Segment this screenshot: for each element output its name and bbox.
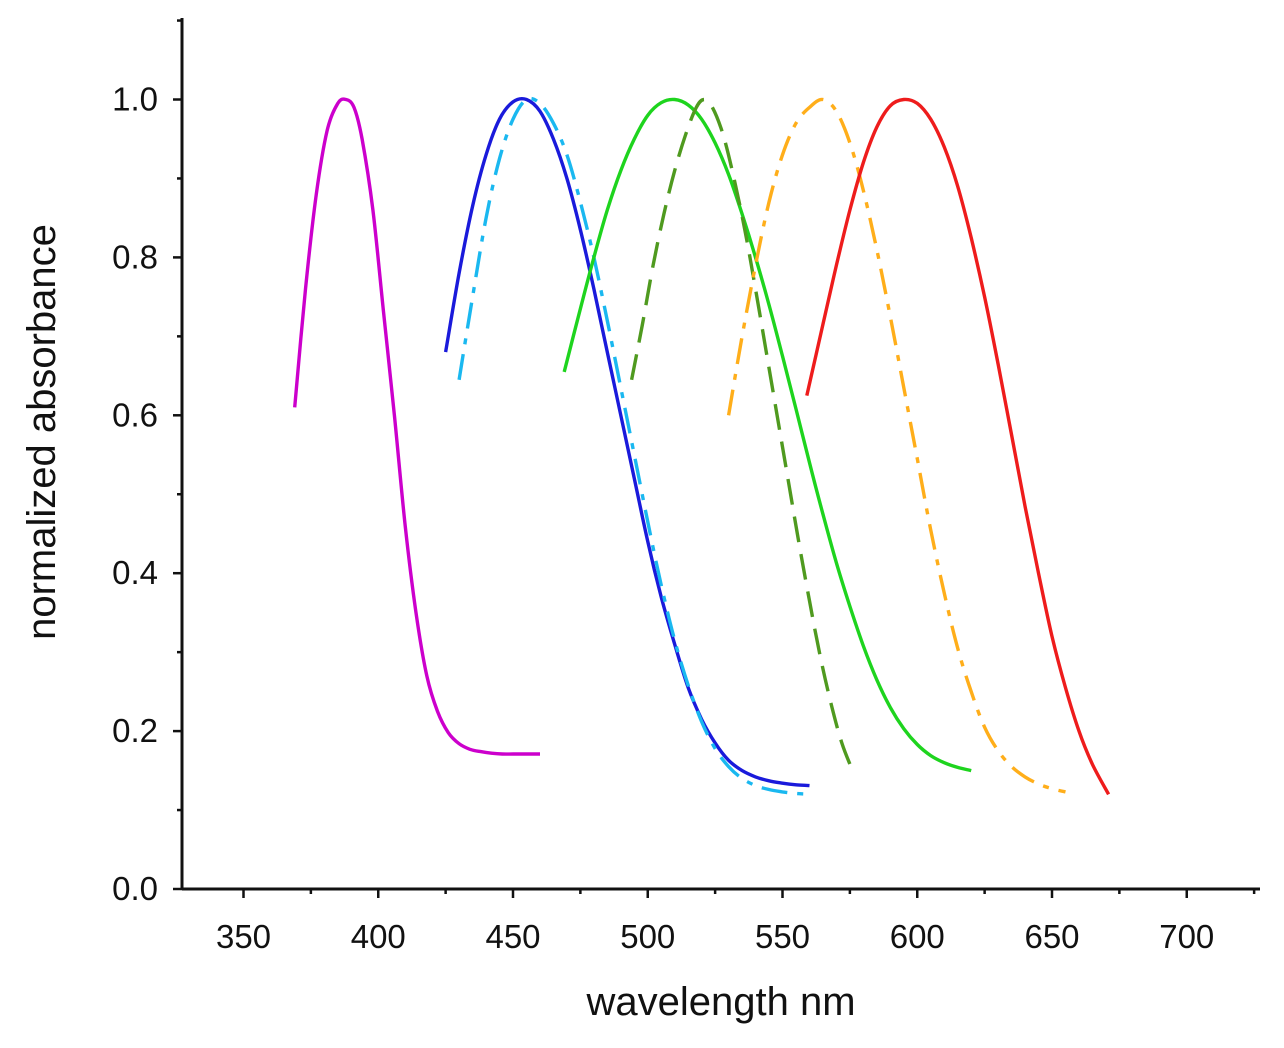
x-tick-label: 600: [890, 918, 945, 955]
x-tick-label: 550: [755, 918, 810, 955]
y-tick-label: 0.2: [112, 712, 158, 749]
series-line-olive: [629, 97, 855, 772]
series-layer: [293, 96, 1111, 796]
y-axis-title: normalized absorbance: [20, 224, 64, 640]
x-tick-label: 400: [351, 918, 406, 955]
x-tick-label: 650: [1024, 918, 1079, 955]
x-axis-title: wavelength nm: [585, 980, 855, 1024]
y-tick-label: 0.8: [112, 238, 158, 275]
series-line-red: [805, 97, 1111, 796]
series-line-green: [562, 97, 972, 773]
y-tick-label: 0.4: [112, 554, 158, 591]
series-line-violet: [293, 97, 540, 756]
series-line-blue: [443, 96, 810, 788]
series-line-orange: [726, 97, 1066, 794]
x-tick-label: 500: [620, 918, 675, 955]
x-tick-label: 700: [1159, 918, 1214, 955]
x-tick-label: 350: [216, 918, 271, 955]
x-tick-label: 450: [485, 918, 540, 955]
axes-layer: 0.0 0.2 0.4 0.6 0.8 1.0 350 400 450 500 550 600 650 7…: [112, 18, 1260, 955]
y-tick-label: 0.0: [112, 870, 158, 907]
y-tick-label: 1.0: [112, 81, 158, 118]
series-line-cyan: [457, 96, 810, 796]
y-tick-label: 0.6: [112, 396, 158, 433]
